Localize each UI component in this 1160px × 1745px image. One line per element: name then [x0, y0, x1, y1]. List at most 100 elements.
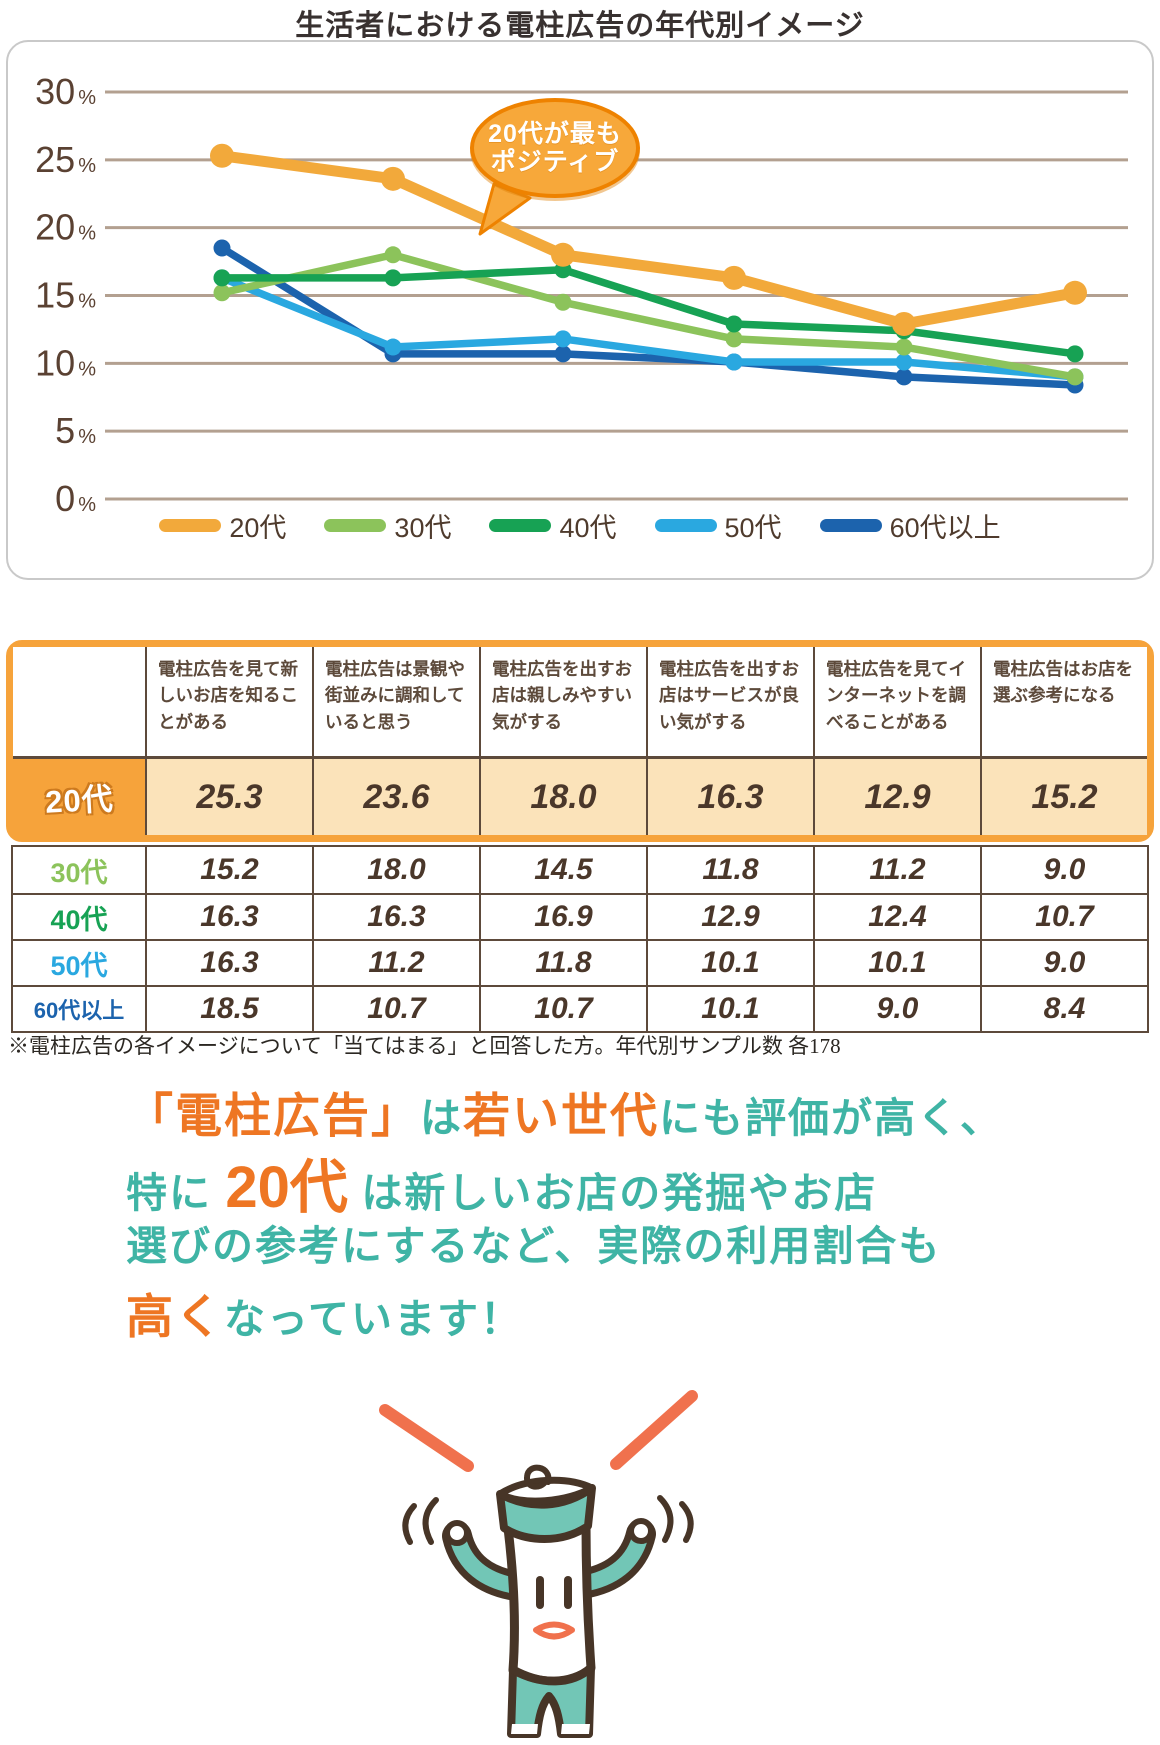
message-emphasis-text: 「電柱広告」 — [126, 1089, 420, 1142]
table-column-header: 電柱広告を出すお店は親しみやすい気がする — [479, 647, 646, 759]
footnote: ※電柱広告の各イメージについて「当てはまる」と回答した方。年代別サンプル数 各1… — [8, 1034, 841, 1058]
legend-swatch — [324, 519, 387, 532]
summary-message: 「電柱広告」は若い世代にも評価が高く、 特に 20代 は新しいお店の発掘やお店 選び… — [126, 1092, 1056, 1360]
table-cell: 16.3 — [145, 939, 312, 985]
table-cell: 16.9 — [479, 893, 646, 939]
page-title: 生活者における電柱広告の年代別イメージ — [295, 10, 865, 42]
data-point — [554, 330, 572, 348]
table-column-header: 電柱広告はお店を選ぶ参考になる — [980, 647, 1147, 759]
legend-item-50代: 50代 — [654, 506, 782, 545]
table-cell: 15.2 — [145, 847, 312, 893]
message-text: は — [420, 1095, 463, 1141]
data-point — [554, 345, 572, 363]
legend-label: 50代 — [724, 513, 782, 543]
y-axis-tick-label: 25% — [35, 139, 96, 180]
table-column-header: 電柱広告は景観や街並みに調和していると思う — [312, 647, 479, 759]
table-cell: 8.4 — [980, 985, 1147, 1031]
motion-arcs-left — [402, 1497, 439, 1545]
annotation-bubble: 20代が最も ポジティブ — [470, 98, 640, 198]
table-row-label: 50代 — [13, 939, 145, 985]
table-cell: 10.1 — [646, 939, 813, 985]
data-point — [384, 338, 402, 356]
annotation-bubble-tail-icon — [478, 182, 532, 236]
data-point — [384, 246, 402, 264]
data-point — [384, 269, 402, 287]
table-cell: 10.1 — [646, 985, 813, 1031]
table-cell: 12.9 — [646, 893, 813, 939]
table-cell-highlight: 25.3 — [145, 759, 312, 835]
annotation-text-line2: ポジティブ — [490, 148, 620, 176]
data-point — [892, 311, 916, 336]
table-row-label-highlight: 20代 — [13, 759, 145, 835]
table-cell-highlight: 15.2 — [980, 759, 1147, 835]
legend-swatch — [159, 519, 222, 532]
legend-item-30代: 30代 — [324, 506, 451, 545]
legend-swatch — [654, 519, 717, 532]
table-row-label: 40代 — [13, 893, 145, 939]
summary-message-line: 高くなっています！ — [126, 1293, 1056, 1360]
mascot-curl — [524, 1464, 552, 1490]
table-row-label: 30代 — [13, 847, 145, 893]
summary-message-line: 特に 20代 は新しいお店の発掘やお店 — [126, 1159, 1056, 1226]
excitement-line-right — [610, 1390, 698, 1470]
y-axis-tick-label: 20% — [35, 207, 96, 248]
data-point — [381, 166, 405, 191]
data-point — [213, 269, 231, 287]
utility-pole-mascot-icon — [379, 1390, 698, 1738]
table-cell: 11.8 — [646, 847, 813, 893]
table-column-header: 電柱広告を見て新しいお店を知ることがある — [145, 647, 312, 759]
summary-message-line: 「電柱広告」は若い世代にも評価が高く、 — [126, 1092, 1056, 1159]
table-corner-cell — [13, 647, 145, 759]
series-line-30代 — [218, 251, 1079, 381]
table-cell: 14.5 — [479, 847, 646, 893]
data-point — [213, 284, 231, 302]
data-point — [551, 242, 575, 267]
message-text: 選びの参考にするなど、実際の利用割合も — [126, 1223, 942, 1269]
mascot-eye-left — [536, 1576, 544, 1609]
mascot-foot-left — [511, 1724, 538, 1734]
data-point — [554, 293, 572, 311]
motion-arcs-right — [657, 1495, 694, 1543]
message-emphasis-text: 高く — [126, 1290, 224, 1343]
y-axis-tick-label: 0% — [55, 478, 96, 519]
table-cell: 16.3 — [312, 893, 479, 939]
mascot-hem — [509, 1664, 595, 1686]
y-axis-tick-label: 5% — [55, 410, 96, 451]
data-point — [725, 353, 743, 371]
table-cell-highlight: 12.9 — [813, 759, 980, 835]
table-column-header: 電柱広告を出すお店はサービスが良い気がする — [646, 647, 813, 759]
data-table-rows-section: 30代 15.2 18.0 14.5 11.8 11.2 9.0 40代 16.3 16.3 16.… — [11, 845, 1149, 1033]
legend-swatch — [819, 519, 882, 532]
data-point — [213, 239, 231, 257]
legend-item-60代以上: 60代以上 — [819, 506, 1001, 545]
table-cell: 10.1 — [813, 939, 980, 985]
message-text: は新しいお店の発掘やお店 — [347, 1170, 878, 1216]
table-cell: 11.2 — [312, 939, 479, 985]
table-cell: 9.0 — [980, 939, 1147, 985]
mascot-mouth — [533, 1621, 575, 1640]
chart-panel: 0% 5% 10% 15% 20% 25% 30% 20代が最も ポジティブ 20代 30代 4… — [6, 40, 1154, 580]
chart-legend: 20代 30代 40代 50代 60代以上 — [8, 506, 1152, 545]
table-cell: 10.7 — [479, 985, 646, 1031]
data-point — [895, 368, 913, 386]
message-text: なっています！ — [224, 1296, 523, 1342]
table-row-label: 60代以上 — [13, 985, 145, 1031]
table-cell: 9.0 — [980, 847, 1147, 893]
excitement-line-left — [379, 1404, 474, 1472]
message-emphasis-text: 若い世代 — [463, 1089, 659, 1142]
data-point — [725, 315, 743, 333]
annotation-text-line1: 20代が最も — [488, 120, 622, 148]
table-cell: 11.8 — [479, 939, 646, 985]
y-axis-tick-label: 15% — [35, 275, 96, 316]
mascot-eye-right — [564, 1576, 572, 1609]
data-point — [210, 143, 234, 168]
table-cell-highlight: 18.0 — [479, 759, 646, 835]
legend-swatch — [489, 519, 552, 532]
series-line-50代 — [218, 274, 1079, 381]
y-axis-tick-label: 10% — [35, 342, 96, 383]
data-point — [1063, 280, 1087, 305]
legend-label: 30代 — [394, 513, 452, 543]
data-point — [722, 265, 746, 290]
message-text: 特に — [126, 1170, 226, 1216]
